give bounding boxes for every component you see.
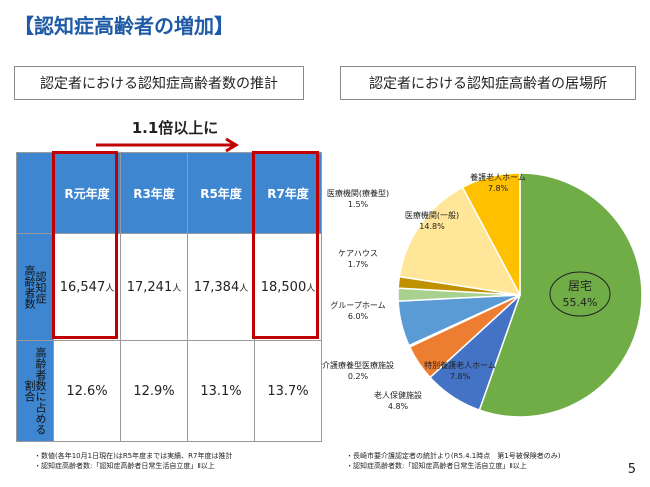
- pie-slice-value: 1.5%: [348, 200, 369, 209]
- pie-slice-label: ケアハウス: [338, 249, 378, 258]
- pie-slice-value: 0.2%: [348, 372, 369, 381]
- table-cell: 16,547人: [53, 233, 121, 341]
- cell-value: 18,500: [260, 279, 307, 295]
- row-header-ratio-label: 高齢者数に占める 割合: [23, 347, 47, 435]
- pie-slice-value: 14.8%: [419, 222, 445, 231]
- row-header-ratio: 高齢者数に占める 割合: [16, 340, 54, 442]
- table-cell: 17,241人: [120, 233, 188, 341]
- table-col-header: R7年度: [254, 152, 322, 234]
- pie-slice: [461, 172, 521, 296]
- table-row: 認知症 高齢者数 16,547人 17,241人 17,384人 18,500人: [16, 233, 322, 341]
- cell-unit: 人: [239, 283, 249, 294]
- row-header-count-label: 認知症 高齢者数: [23, 265, 47, 309]
- pie-note: ・長崎市要介護認定者の統計より(R5.4.1時点 第1号被保険者のみ): [346, 452, 561, 460]
- estimate-table: R元年度 R3年度 R5年度 R7年度 認知症 高齢者数 16,547人 17,…: [16, 152, 322, 442]
- table-cell: 12.9%: [120, 340, 188, 442]
- pie-section-title: 認定者における認知症高齢者の居場所: [340, 66, 636, 100]
- cell-value: 17,384: [193, 279, 240, 295]
- table-col-header: R5年度: [187, 152, 255, 234]
- pie-slice-label: 医療機関(療養型): [327, 188, 389, 198]
- table-col-header: R元年度: [53, 152, 121, 234]
- pie-slice-label: 養護老人ホーム: [470, 172, 526, 182]
- table-corner: [16, 152, 54, 234]
- table-cell: 18,500人: [254, 233, 322, 341]
- page-number: 5: [627, 462, 636, 477]
- table-section-title: 認定者における認知症高齢者数の推計: [14, 66, 304, 100]
- pie-slice-label: 居宅: [568, 278, 592, 293]
- pie-slice-value: 1.7%: [348, 260, 369, 269]
- cell-unit: 人: [172, 283, 182, 294]
- pie-slice: [398, 186, 522, 296]
- growth-arrow-icon: [96, 138, 239, 152]
- pie-slice-value: 6.0%: [348, 312, 369, 321]
- table-cell: 12.6%: [53, 340, 121, 442]
- pie-slice-value: 7.8%: [450, 372, 471, 381]
- pie-note: ・認知症高齢者数:「認知症高齢者日常生活自立度」Ⅱ以上: [346, 462, 527, 470]
- pie-slice-value: 7.8%: [488, 184, 509, 193]
- pie-slice-label: 医療機関(一般): [405, 210, 459, 220]
- pie-slice-value: 4.8%: [388, 402, 409, 411]
- pie-slice-label: 老人保健施設: [374, 390, 422, 400]
- cell-unit: 人: [105, 283, 115, 294]
- pie-slice-value: 55.4%: [563, 296, 598, 309]
- cell-value: 17,241: [126, 279, 173, 295]
- table-header-row: R元年度 R3年度 R5年度 R7年度: [16, 152, 322, 234]
- table-note: ・数値(各年10月1日現在)はR5年度までは実績、R7年度は推計: [34, 452, 233, 460]
- row-header-count: 認知症 高齢者数: [16, 233, 54, 341]
- page-title: 【認知症高齢者の増加】: [14, 14, 234, 38]
- pie-slice-label: 特別養護老人ホーム: [424, 360, 496, 370]
- pie-slice-label: 介護療養型医療施設: [322, 360, 394, 370]
- cell-value: 16,547: [59, 279, 106, 295]
- table-cell: 13.7%: [254, 340, 322, 442]
- pie-slice-label: グループホーム: [330, 300, 385, 310]
- table-row: 高齢者数に占める 割合 12.6% 12.9% 13.1% 13.7%: [16, 340, 322, 442]
- growth-label: 1.1倍以上に: [131, 119, 219, 137]
- pie-label-callout: [549, 271, 611, 317]
- cell-unit: 人: [306, 283, 316, 294]
- table-cell: 17,384人: [187, 233, 255, 341]
- table-note: ・認知症高齢者数:「認知症高齢者日常生活自立度」Ⅱ以上: [34, 462, 215, 470]
